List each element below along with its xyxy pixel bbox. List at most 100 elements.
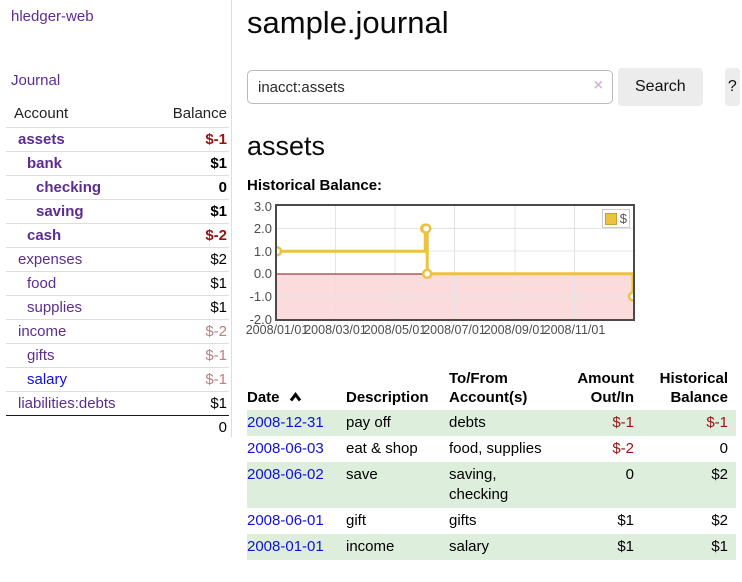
data-point-marker: [421, 268, 433, 280]
register-date-link[interactable]: 2008-01-01: [247, 538, 324, 555]
sidebar-account-balance: 0: [146, 175, 229, 200]
sidebar-account-balance: $2: [146, 247, 229, 272]
y-axis-tick-label: 3.0: [253, 198, 272, 214]
register-accounts: food, supplies: [449, 440, 542, 457]
account-row: liabilities:debts $1: [6, 391, 229, 416]
register-date-link[interactable]: 2008-06-02: [247, 466, 324, 483]
sidebar-account-link[interactable]: bank: [27, 155, 63, 172]
register-header-balance: Historical Balance: [659, 370, 728, 406]
data-point-marker: [627, 291, 639, 302]
register-date-link[interactable]: 2008-12-31: [247, 414, 324, 431]
y-axis-tick-label: 2.0: [253, 221, 272, 237]
y-axis-tick-label: 0.0: [253, 266, 272, 282]
search-button[interactable]: Search: [618, 68, 703, 106]
sidebar-account-link[interactable]: salary: [27, 371, 68, 388]
accounts-header-balance: Balance: [172, 105, 227, 122]
register-balance: $2: [711, 512, 728, 529]
sidebar-account-link[interactable]: expenses: [18, 251, 83, 268]
accounts-total-row: 0: [6, 415, 229, 439]
register-table: Date Description To/From Account(s) Amou…: [247, 367, 736, 560]
sidebar-account-balance: $1: [146, 391, 229, 416]
accounts-table: Account Balance assets $-1 bank $1 checking 0…: [6, 102, 229, 439]
register-header-date[interactable]: Date: [247, 367, 346, 410]
chart-plot-area[interactable]: $: [271, 204, 639, 321]
sidebar-account-link[interactable]: assets: [18, 131, 65, 148]
y-axis-tick-label: 1.0: [253, 243, 272, 259]
sidebar-account-link[interactable]: food: [27, 275, 57, 292]
register-row: 2008-12-31 pay off debts $-1 $-1: [247, 410, 736, 436]
register-row: 2008-06-03 eat & shop food, supplies $-2 0: [247, 436, 736, 462]
sidebar-account-link[interactable]: supplies: [27, 299, 83, 316]
search-bar: × Search ?: [247, 68, 740, 106]
account-row: cash $-2: [6, 223, 229, 248]
sidebar-item-journal[interactable]: Journal: [11, 72, 61, 89]
register-balance: $1: [711, 538, 728, 555]
register-description: pay off: [346, 414, 391, 431]
chart-legend: $: [601, 209, 630, 228]
register-balance: 0: [719, 440, 728, 457]
register-row: 2008-06-01 gift gifts $1 $2: [247, 508, 736, 534]
sidebar-account-link[interactable]: income: [18, 323, 67, 340]
sidebar-account-link[interactable]: cash: [27, 227, 62, 244]
sidebar-account-link[interactable]: saving: [36, 203, 84, 220]
x-axis-tick-label: 2008/03/01: [304, 323, 367, 337]
register-accounts: salary: [449, 538, 490, 555]
register-header-amount: Amount Out/In: [577, 370, 634, 406]
search-input-wrap: ×: [247, 70, 613, 104]
register-accounts: gifts: [449, 512, 477, 529]
search-input[interactable]: [247, 70, 613, 104]
clear-search-icon[interactable]: ×: [593, 77, 603, 94]
sidebar-account-balance: $-1: [146, 343, 229, 368]
sidebar-account-link[interactable]: gifts: [27, 347, 55, 364]
account-row: saving $1: [6, 199, 229, 224]
account-row: salary $-1: [6, 367, 229, 392]
account-row: assets $-1: [6, 127, 229, 152]
data-point-marker: [271, 245, 283, 257]
accounts-total-balance: 0: [146, 415, 229, 439]
register-header-accounts: To/From Account(s): [449, 370, 528, 406]
register-header-date-label: Date: [247, 389, 280, 406]
x-axis-tick-label: 2008/07/01: [423, 323, 486, 337]
y-axis-tick-label: -1.0: [249, 288, 272, 304]
x-axis-tick-label: 2008/09/01: [483, 323, 547, 337]
register-amount: $1: [617, 538, 634, 555]
register-date-link[interactable]: 2008-06-03: [247, 440, 324, 457]
data-point-marker: [420, 223, 432, 234]
account-row: food $1: [6, 271, 229, 296]
account-row: checking 0: [6, 175, 229, 200]
accounts-header-account: Account: [14, 105, 69, 122]
sidebar-account-balance: $1: [146, 199, 229, 224]
account-row: gifts $-1: [6, 343, 229, 368]
sidebar-account-link[interactable]: checking: [36, 179, 102, 196]
account-heading: assets: [247, 131, 326, 161]
register-balance: $-1: [706, 414, 728, 431]
register-header-row: Date Description To/From Account(s) Amou…: [247, 367, 736, 410]
register-balance: $2: [711, 466, 728, 483]
sidebar: hledger-web Journal Account Balance asse…: [0, 0, 232, 439]
chart-title: Historical Balance:: [247, 177, 383, 194]
sidebar-account-balance: $1: [146, 295, 229, 320]
legend-swatch: [604, 212, 617, 225]
register-description: income: [346, 538, 395, 555]
sidebar-account-balance: $-2: [146, 319, 229, 344]
sidebar-account-balance: $-2: [146, 223, 229, 248]
x-axis-tick-label: 2008/01/01: [245, 323, 309, 337]
register-row: 2008-01-01 income salary $1 $1: [247, 534, 736, 560]
register-accounts: debts: [449, 414, 486, 431]
register-description: eat & shop: [346, 440, 418, 457]
register-amount: $-2: [612, 440, 634, 457]
register-amount: 0: [625, 466, 634, 483]
help-button[interactable]: ?: [724, 68, 740, 106]
x-axis-tick-label: 2008/05/01: [363, 323, 427, 337]
main-content: sample.journal × Search ? assets Histori…: [245, 0, 740, 560]
page-title: sample.journal: [247, 5, 449, 40]
account-row: expenses $2: [6, 247, 229, 272]
sidebar-account-link[interactable]: liabilities:debts: [18, 395, 116, 412]
register-row: 2008-06-02 save saving, checking 0 $2: [247, 462, 736, 508]
register-amount: $1: [617, 512, 634, 529]
x-axis-tick-label: 2008/11/01: [543, 323, 606, 337]
legend-label: $: [619, 211, 627, 226]
app-title-link[interactable]: hledger-web: [11, 8, 94, 25]
register-date-link[interactable]: 2008-06-01: [247, 512, 324, 529]
y-axis-tick-label: -2.0: [249, 311, 272, 327]
